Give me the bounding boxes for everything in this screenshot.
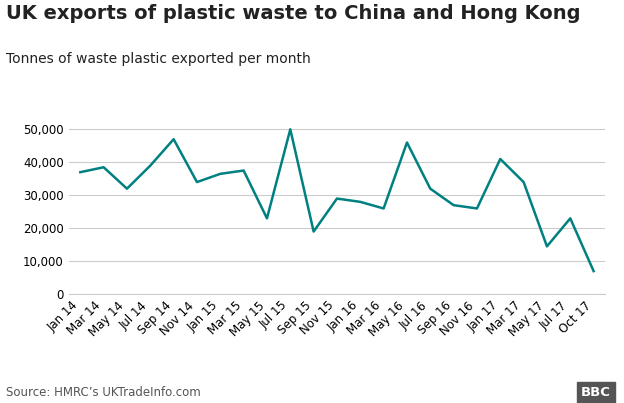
Text: Source: HMRC’s UKTradeInfo.com: Source: HMRC’s UKTradeInfo.com <box>6 386 201 399</box>
Text: Tonnes of waste plastic exported per month: Tonnes of waste plastic exported per mon… <box>6 52 311 66</box>
Text: UK exports of plastic waste to China and Hong Kong: UK exports of plastic waste to China and… <box>6 4 581 23</box>
Text: BBC: BBC <box>581 386 611 399</box>
